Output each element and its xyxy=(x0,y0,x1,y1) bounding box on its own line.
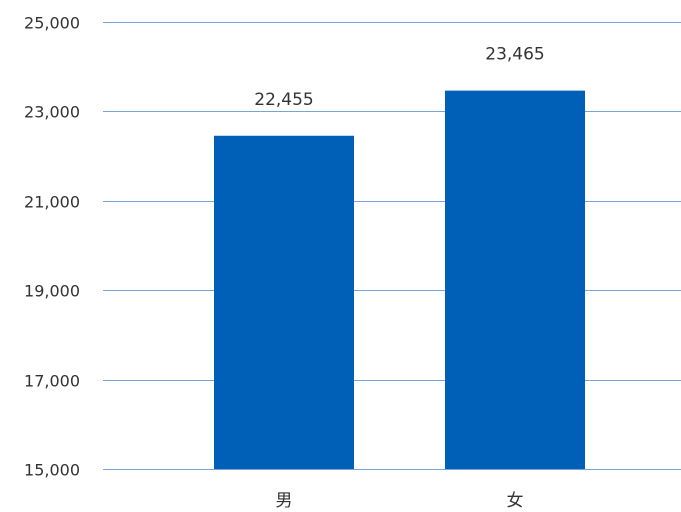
y-axis-tick-labels: 15,000 17,000 19,000 21,000 23,000 25,000 xyxy=(24,14,80,480)
data-labels: 22,455 23,465 xyxy=(254,45,544,110)
x-axis-category-labels: 男女 xyxy=(276,491,524,511)
bar-value-label: 22,455 xyxy=(254,90,313,110)
y-tick-label: 15,000 xyxy=(24,461,80,480)
y-tick-label: 23,000 xyxy=(24,103,80,122)
bar-1 xyxy=(445,90,585,469)
gridlines xyxy=(103,22,681,470)
x-category-label: 女 xyxy=(507,491,524,511)
bar-0 xyxy=(214,135,354,469)
y-tick-label: 25,000 xyxy=(24,14,80,33)
y-tick-label: 21,000 xyxy=(24,193,80,212)
y-tick-label: 17,000 xyxy=(24,372,80,391)
y-tick-label: 19,000 xyxy=(24,282,80,301)
bars xyxy=(214,90,585,469)
bar-value-label: 23,465 xyxy=(485,45,544,65)
x-category-label: 男 xyxy=(276,491,293,511)
